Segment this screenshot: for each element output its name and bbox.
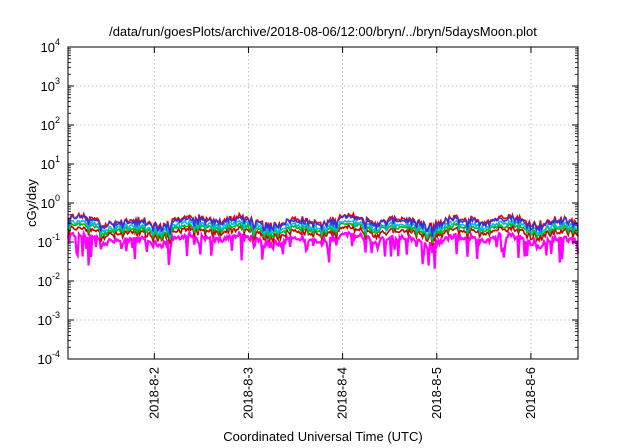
y-tick-label: 102 <box>41 115 60 133</box>
series-line <box>66 228 580 269</box>
chart-title: /data/run/goesPlots/archive/2018-08-06/1… <box>109 24 537 39</box>
series-line <box>67 218 579 240</box>
x-tick-label: 2018-8-3 <box>240 367 255 419</box>
x-tick-label: 2018-8-2 <box>146 367 161 419</box>
y-tick-label: 10-2 <box>38 271 60 289</box>
y-tick-label: 10-3 <box>38 310 60 328</box>
x-axis-label: Coordinated Universal Time (UTC) <box>223 429 422 444</box>
grid-lines <box>68 47 578 359</box>
series-line <box>67 222 579 247</box>
y-tick-label: 101 <box>41 154 60 172</box>
y-tick-label: 100 <box>41 193 60 211</box>
y-axis-label: cGy/day <box>24 179 39 227</box>
data-series <box>66 210 580 269</box>
y-tick-label: 10-4 <box>38 349 60 367</box>
y-tick-label: 103 <box>41 76 60 94</box>
x-tick-label: 2018-8-6 <box>523 367 538 419</box>
x-tick-label: 2018-8-5 <box>429 367 444 419</box>
series-line <box>67 212 579 238</box>
y-tick-label: 10-1 <box>38 232 60 250</box>
x-tick-label: 2018-8-4 <box>335 367 350 419</box>
y-tick-label: 104 <box>41 37 60 55</box>
axes: 10-4 10-3 10-2 10-1 100 101 102 103 104 2018-8-2 2… <box>38 37 578 419</box>
